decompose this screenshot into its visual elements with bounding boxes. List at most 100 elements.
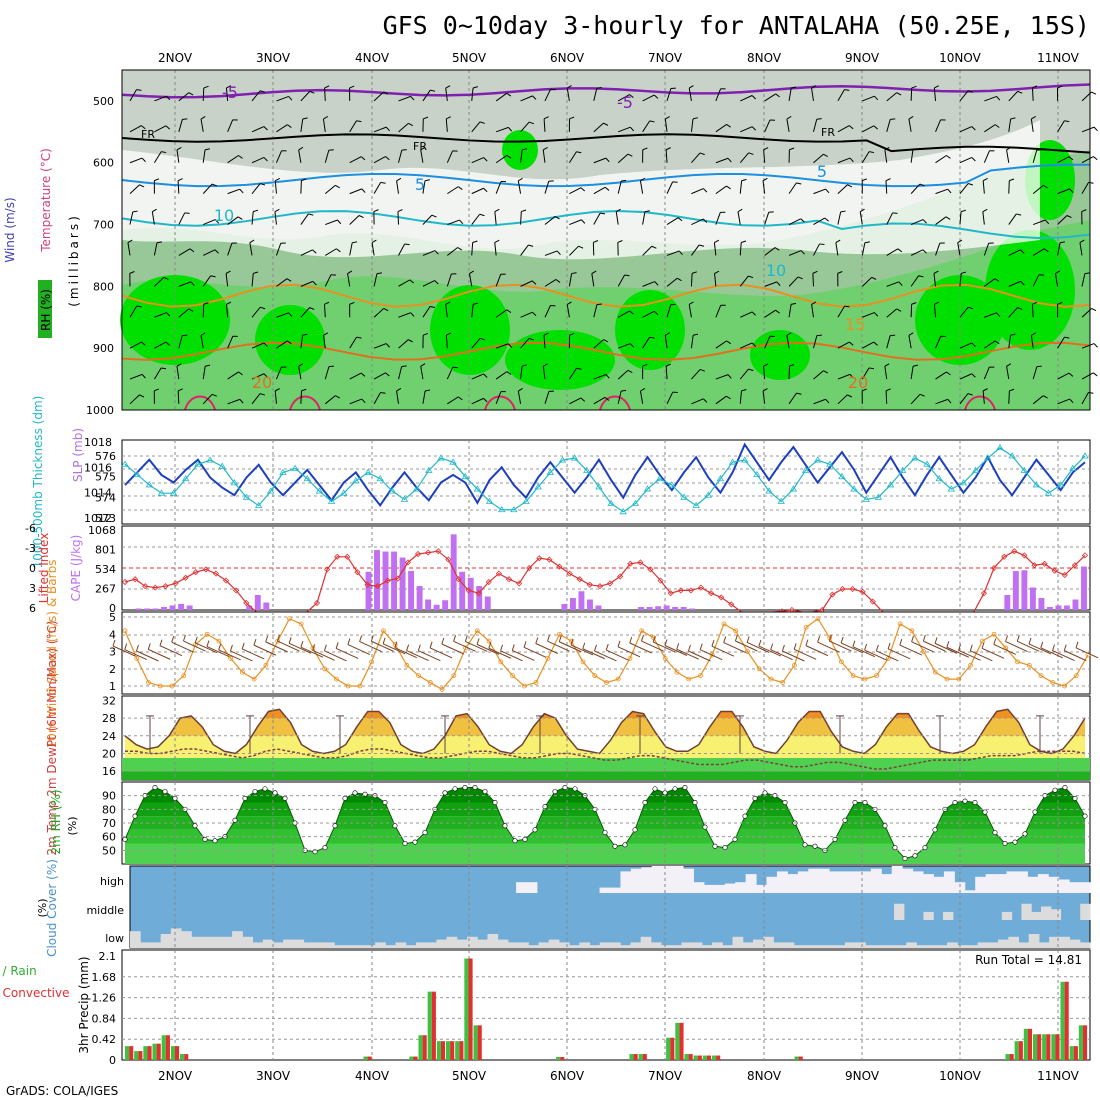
wind-barb-flag — [200, 115, 206, 120]
wind-barb-flag — [569, 116, 575, 120]
thickness-marker — [886, 481, 895, 488]
cloud-bar-high — [860, 871, 872, 893]
wind-barb — [324, 366, 330, 380]
wind-barb — [494, 211, 497, 225]
dewpt-band-light — [122, 757, 1090, 772]
wind-barb-flag — [1093, 156, 1098, 161]
wind-barb — [471, 373, 484, 380]
cloud-bar-low — [1018, 942, 1030, 948]
wind10m-marker — [498, 659, 504, 665]
wind-barb — [298, 149, 302, 163]
wind-barb — [593, 396, 606, 405]
precip-bar-convective — [450, 1041, 455, 1060]
wind-barb-flag — [434, 280, 439, 285]
wind-barb — [251, 211, 254, 225]
wind-barb — [642, 94, 655, 102]
wind-barb-flag — [665, 363, 671, 367]
wind-barb — [886, 335, 891, 349]
wind-barb — [910, 87, 913, 101]
wind-barb — [764, 247, 776, 256]
wind-barb-flag — [908, 115, 914, 120]
wind-barb-flag — [214, 219, 220, 224]
wind-barb-flag — [640, 388, 646, 392]
precip-bar-convective — [147, 1046, 152, 1060]
wind-barb — [642, 211, 646, 225]
wind-barb — [323, 304, 326, 318]
li-marker — [546, 556, 553, 563]
thickness-marker — [1081, 452, 1089, 459]
wind-barb — [715, 212, 721, 225]
wind-barb — [202, 87, 205, 101]
li-marker — [990, 564, 998, 572]
wind-barb — [786, 118, 790, 132]
cloud-bar-low — [426, 942, 437, 948]
wind-barb — [715, 185, 727, 195]
wind-barb-flag — [401, 149, 407, 151]
wind-barb — [251, 373, 265, 380]
thickness-marker — [1069, 464, 1077, 471]
contour-label: -5 — [617, 93, 633, 112]
wind-barb-flag — [603, 339, 609, 343]
wind10m-barb-flag — [969, 644, 973, 651]
cloud-bar-low — [477, 939, 488, 948]
rh2m-marker — [402, 840, 408, 846]
wind-barb — [739, 180, 743, 194]
wind-barb — [788, 250, 802, 256]
wind-barb-flag — [129, 271, 135, 274]
cloud-bar-high — [1006, 871, 1018, 893]
wind-barb — [982, 180, 985, 194]
wind-barb-flag — [1068, 156, 1074, 161]
wind-barb — [935, 188, 948, 195]
wind10m-barb-flag — [323, 644, 327, 651]
wind10m-barb-flag — [312, 644, 316, 651]
wind-barb — [373, 182, 382, 194]
precip-bar-convective — [477, 1025, 482, 1060]
wind10m-marker — [557, 631, 562, 637]
wind-barb — [422, 214, 433, 225]
wind10m-barb — [1052, 650, 1075, 662]
wind-barb — [933, 273, 937, 287]
wind-barb-flag — [132, 210, 138, 213]
wind10m-marker — [287, 616, 292, 622]
li-marker — [556, 563, 563, 570]
y-tick-label: 4 — [109, 628, 116, 641]
precip-tick: 1.68 — [92, 971, 117, 984]
wind10m-barb — [735, 640, 758, 652]
wind-barb-flag — [982, 388, 988, 392]
wind-barb-flag — [349, 85, 355, 89]
li-marker — [829, 591, 836, 598]
thickness-marker — [777, 497, 785, 504]
rh2m-marker — [262, 786, 268, 792]
wind-barb — [617, 310, 630, 318]
wind-barb-flag — [457, 247, 463, 251]
wind-barb — [445, 118, 448, 132]
rh2m-marker — [122, 836, 128, 842]
wind-barb-flag — [640, 177, 646, 182]
cape-bar — [476, 586, 483, 610]
li-marker — [697, 584, 705, 591]
thickness-marker — [182, 474, 190, 482]
rh-patch-bright — [255, 305, 325, 375]
precip-bar-total — [170, 1046, 175, 1060]
wind-barb-flag — [469, 270, 475, 274]
wind10m-barb — [512, 649, 535, 661]
wind-barb-flag — [741, 389, 747, 392]
wind-barb-flag — [849, 157, 854, 163]
wind10m-barb-flag — [1016, 635, 1020, 642]
wind10m-barb — [277, 640, 300, 652]
cloud-bar-low — [150, 942, 162, 948]
rh2m-marker — [732, 836, 738, 842]
wind-barb-flag — [288, 96, 293, 101]
precip-bar-convective — [138, 1051, 143, 1060]
wind10m-marker — [404, 662, 410, 668]
rh2m-marker — [162, 789, 168, 795]
wind10m-barb — [958, 649, 981, 661]
cloud-bar-high — [672, 866, 684, 893]
wind10m-marker — [146, 680, 151, 685]
wind-barb — [447, 219, 460, 226]
wind-barb — [959, 211, 962, 225]
wind-barb — [908, 335, 912, 349]
wind-barb-flag — [919, 183, 925, 187]
